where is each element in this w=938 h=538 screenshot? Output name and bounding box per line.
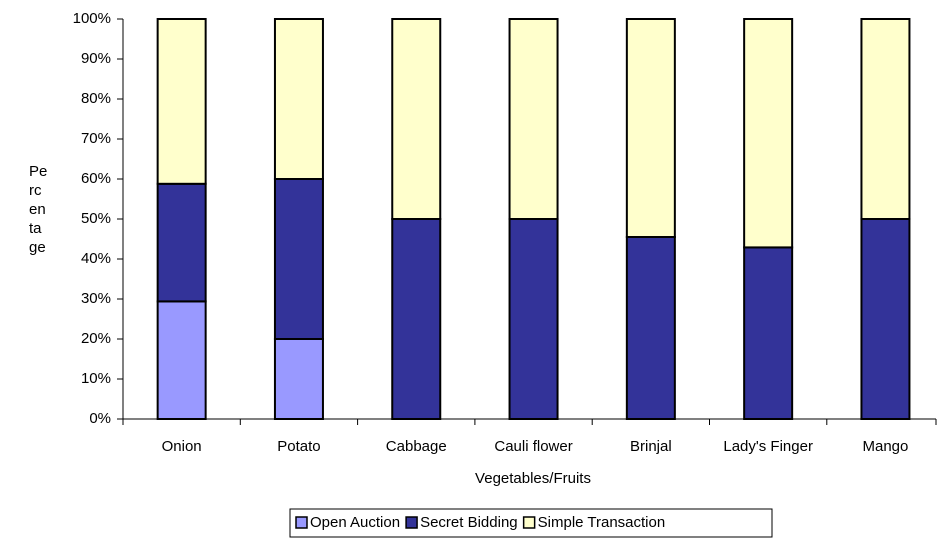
bar-segment: [860, 18, 911, 220]
bar-segment: [743, 18, 794, 249]
bar-segment: [625, 236, 676, 420]
legend-swatch: [522, 516, 536, 529]
y-tick-label: 40%: [81, 250, 111, 267]
y-tick-label: 10%: [81, 370, 111, 387]
y-tick-label: 50%: [81, 210, 111, 227]
x-tick-label: Onion: [162, 438, 202, 455]
bar-segment: [508, 18, 559, 220]
bar-segment: [508, 218, 559, 420]
legend-label: Open Auction: [310, 514, 400, 531]
bar-segment: [273, 18, 324, 180]
bar-segment: [156, 182, 207, 303]
bar-segment: [625, 18, 676, 238]
legend-label: Secret Bidding: [420, 514, 518, 531]
x-tick-label: Potato: [277, 438, 320, 455]
bar-segment: [156, 300, 207, 420]
x-tick-label: Cauli flower: [494, 438, 572, 455]
y-tick-label: 0%: [89, 410, 111, 427]
y-tick-label: 100%: [73, 10, 111, 27]
bar-segment: [391, 18, 442, 220]
y-tick-label: 90%: [81, 50, 111, 67]
x-tick-label: Mango: [863, 438, 909, 455]
bar-segment: [273, 178, 324, 340]
y-tick-label: 20%: [81, 330, 111, 347]
x-tick-label: Brinjal: [630, 438, 672, 455]
y-tick-label: 30%: [81, 290, 111, 307]
x-tick-label: Cabbage: [386, 438, 447, 455]
y-tick-label: 70%: [81, 130, 111, 147]
legend-swatch: [295, 516, 308, 529]
y-axis-label: Percentage: [29, 163, 48, 256]
bar-segment: [860, 218, 911, 420]
legend-swatch: [405, 516, 418, 529]
x-axis-label: Vegetables/Fruits: [475, 470, 591, 487]
x-tick-label: Lady's Finger: [723, 438, 813, 455]
legend-label: Simple Transaction: [538, 514, 666, 531]
y-tick-label: 60%: [81, 170, 111, 187]
bar-segment: [156, 18, 207, 185]
bar-segment: [743, 246, 794, 420]
y-tick-label: 80%: [81, 90, 111, 107]
bar-segment: [273, 338, 324, 420]
bar-segment: [391, 218, 442, 420]
